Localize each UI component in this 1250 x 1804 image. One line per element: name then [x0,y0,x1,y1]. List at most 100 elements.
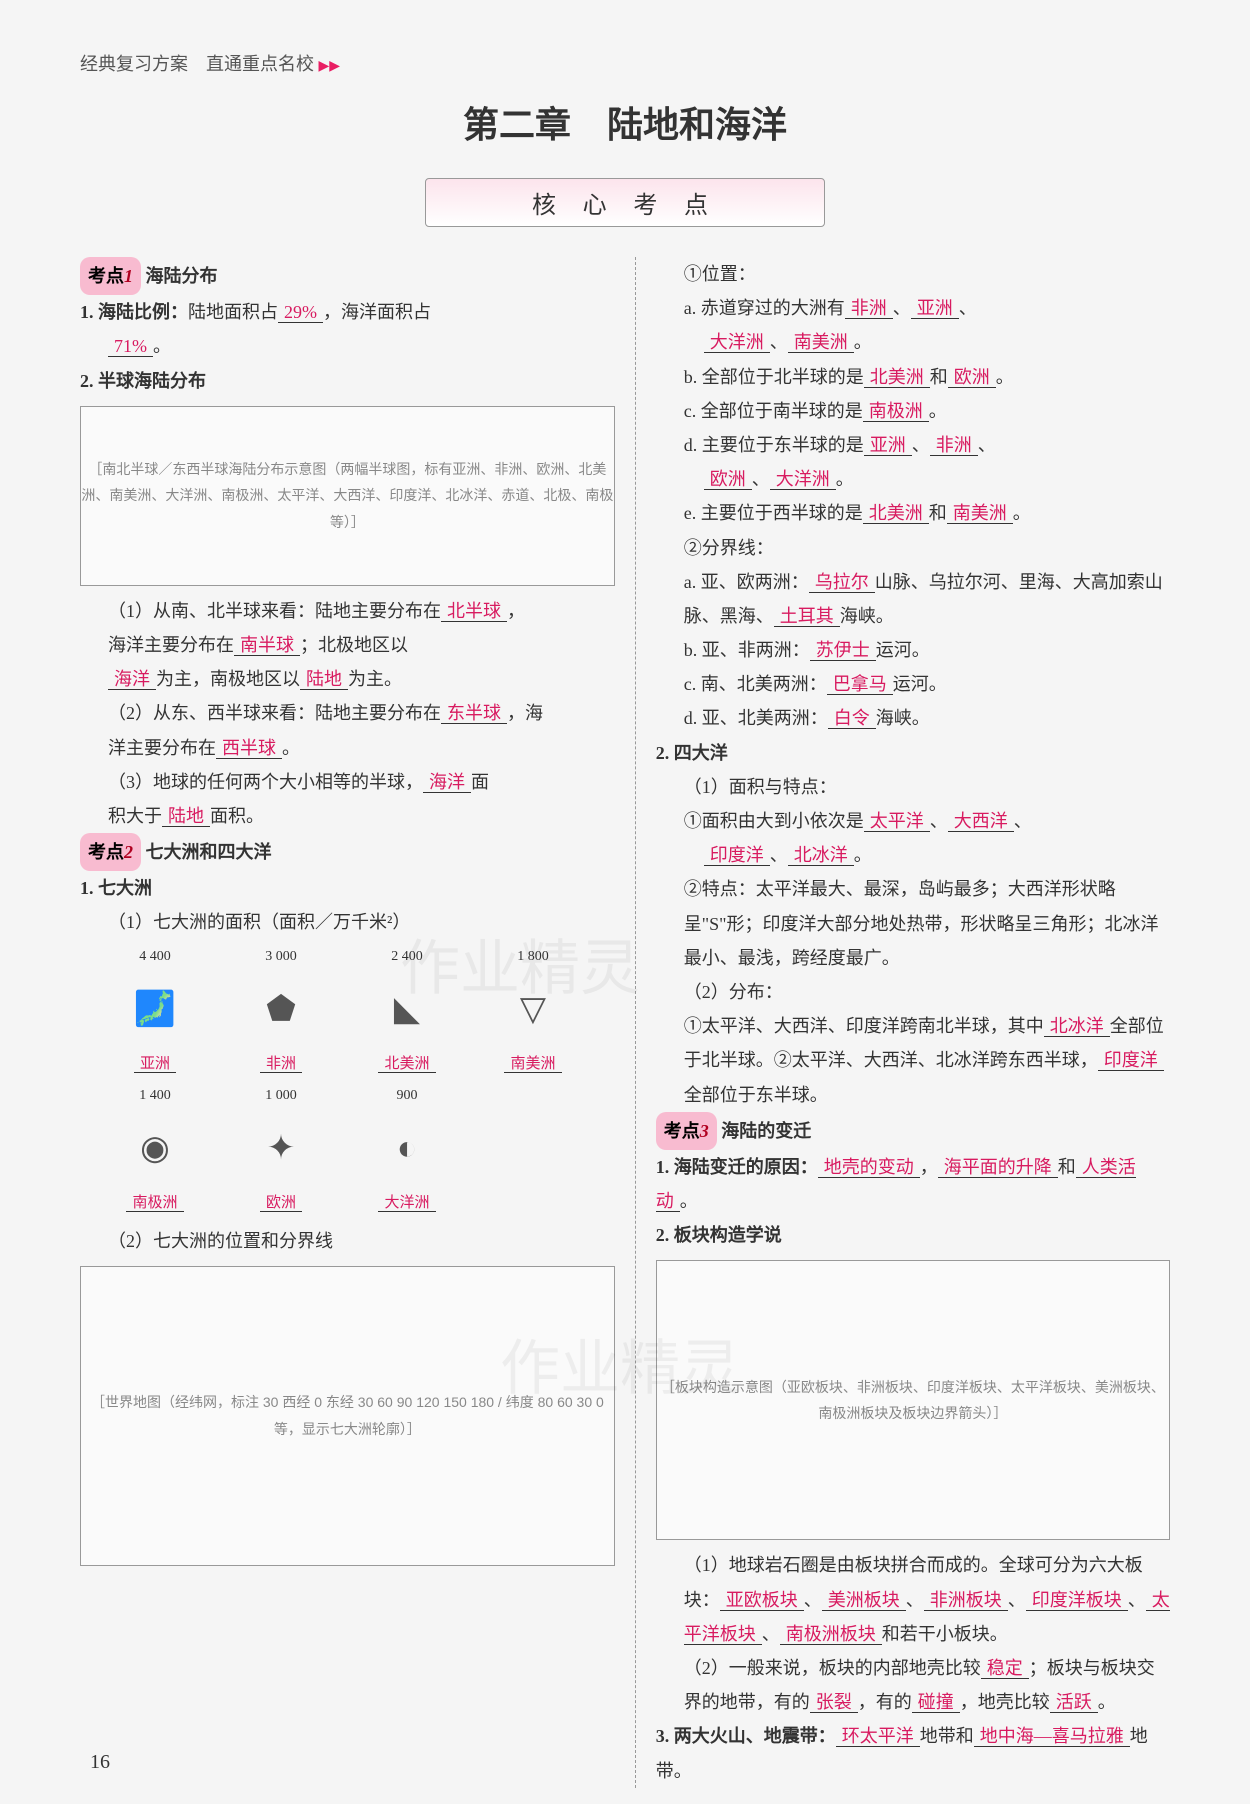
line-c: c. 全部位于南半球的是南极洲。 [656,394,1170,428]
kd2-title: 七大洲和四大洋 [146,842,272,862]
ans: 南极洲 [863,401,929,422]
ans: 地壳的变动 [818,1157,920,1178]
txt: 地带和 [920,1726,974,1746]
txt: 和若干小板块。 [882,1624,1008,1644]
ans: 陆地 [162,806,210,827]
txt: 和 [930,367,948,387]
area: 3 000 [226,944,336,971]
txt: a. 赤道穿过的大洲有 [684,298,845,318]
txt: （2）从东、西半球来看：陆地主要分布在 [108,703,441,723]
name: 南美洲 [504,1056,561,1073]
ans: 大洋洲 [704,332,770,353]
kd1-badge: 考点1 [80,257,141,295]
txt: 。 [929,401,947,421]
bound-a: a. 亚、欧两洲：乌拉尔山脉、乌拉尔河、里海、大高加索山脉、黑海、土耳其海峡。 [656,565,1170,633]
kd1-title: 海陆分布 [146,266,218,286]
ans: 土耳其 [774,606,840,627]
name: 非洲 [260,1056,302,1073]
txt: e. 主要位于西半球的是 [684,503,863,523]
ocean-area-head: （1）面积与特点： [656,770,1170,804]
txt: 运河。 [876,640,930,660]
ans-land: 29% [278,302,323,323]
txt: 为主。 [348,669,402,689]
plate-title: 2. 板块构造学说 [656,1218,1170,1252]
txt: ，有的 [858,1692,912,1712]
ans: 北冰洋 [1044,1016,1110,1037]
area: 4 400 [100,944,210,971]
seven-continents: 1. 七大洲 [80,871,615,905]
ans: 大西洋 [948,811,1014,832]
book-header: 经典复习方案 直通重点名校 ▶▶ [80,50,1170,76]
ans: 碰撞 [912,1692,960,1713]
ans: 非洲 [930,435,978,456]
hemisphere-map: ［南北半球／东西半球海陆分布示意图（两幅半球图，标有亚洲、非洲、欧洲、北美洲、南… [80,406,615,586]
line-a: a. 赤道穿过的大洲有非洲、亚洲、 [656,291,1170,325]
left-column: 考点1 海陆分布 1. 海陆比例：陆地面积占29%，海洋面积占 71%。 2. … [80,257,615,1788]
ans: 苏伊士 [810,640,876,661]
shape-na: ◣ [352,970,462,1050]
ocean-order2: 印度洋、北冰洋。 [656,838,1170,872]
ans: 印度洋 [1098,1050,1164,1071]
txt: 。 [854,332,872,352]
core-points-box: 核 心 考 点 [425,178,825,227]
shape-sa: ▽ [478,970,588,1050]
txt: b. 亚、非两洲： [684,640,810,660]
txt: （3）地球的任何两个大小相等的半球， [108,772,423,792]
continent-bound-title: （2）七大洲的位置和分界线 [80,1224,615,1258]
txt: d. 亚、北美两洲： [684,708,828,728]
q3: （3）地球的任何两个大小相等的半球，海洋面 [80,765,615,799]
bound-head: ②分界线： [656,531,1170,565]
line-d: d. 主要位于东半球的是亚洲、非洲、 [656,428,1170,462]
txt: c. 南、北美两洲： [684,674,827,694]
header-text: 经典复习方案 直通重点名校 [80,54,314,74]
txt: ，海 [507,703,543,723]
ans: 非洲 [845,298,893,319]
ans: 稳定 [981,1658,1029,1679]
ans: 南极洲板块 [780,1624,882,1645]
kd3-num: 3 [700,1121,709,1141]
plate-map: ［板块构造示意图（亚欧板块、非洲板块、印度洋板块、太平洋板块、美洲板块、南极洲板… [656,1260,1170,1540]
continent-oc: 900 ◐ 大洋洲 [352,1083,462,1218]
ans: 白令 [828,708,876,729]
area: 2 400 [352,944,462,971]
q1c: 海洋为主，南极地区以陆地为主。 [80,662,615,696]
reason-line: 1. 海陆变迁的原因：地壳的变动，海平面的升降和人类活动。 [656,1150,1170,1218]
bound-c: c. 南、北美两洲：巴拿马运河。 [656,667,1170,701]
ans: 活跃 [1050,1692,1098,1713]
txt: 积大于 [108,806,162,826]
txt: 海峡。 [840,606,894,626]
hemisphere-title: 2. 半球海陆分布 [80,364,615,398]
txt: 面积。 [210,806,264,826]
q1: （1）从南、北半球来看：陆地主要分布在北半球， [80,594,615,628]
txt: 1. 海陆变迁的原因： [656,1157,818,1177]
name: 大洋洲 [378,1195,435,1212]
ans: 非洲板块 [924,1590,1008,1611]
txt: 。 [1098,1692,1116,1712]
four-oceans: 2. 四大洋 [656,736,1170,770]
q3b: 积大于陆地面积。 [80,799,615,833]
txt: 运河。 [893,674,947,694]
ans: 印度洋 [704,845,770,866]
line-d2: 欧洲、大洋洲。 [656,462,1170,496]
ans: 北冰洋 [788,845,854,866]
txt: 。 [680,1191,698,1211]
ans: 张裂 [810,1692,858,1713]
ans: 巴拿马 [827,674,893,695]
txt: 为主，南极地区以 [156,669,300,689]
ans: 海平面的升降 [938,1157,1058,1178]
line-ratio: 1. 海陆比例：陆地面积占29%，海洋面积占 [80,295,615,329]
txt: （1）从南、北半球来看：陆地主要分布在 [108,601,441,621]
ans: 亚洲 [911,298,959,319]
position-head: ①位置： [656,257,1170,291]
ans: 海洋 [108,669,156,690]
ans: 大洋洲 [770,469,836,490]
kd3-label: 考点 [664,1121,700,1141]
continent-area-title: （1）七大洲的面积（面积／万千米²） [80,905,615,939]
ans: 南半球 [234,635,300,656]
txt: ，海洋面积占 [323,302,431,322]
txt: 全部位于东半球。 [684,1085,828,1105]
ans: 美洲板块 [822,1590,906,1611]
continent-africa: 3 000 ⬟ 非洲 [226,944,336,1079]
txt: 陆地面积占 [188,302,278,322]
page-number: 16 [90,1751,110,1774]
